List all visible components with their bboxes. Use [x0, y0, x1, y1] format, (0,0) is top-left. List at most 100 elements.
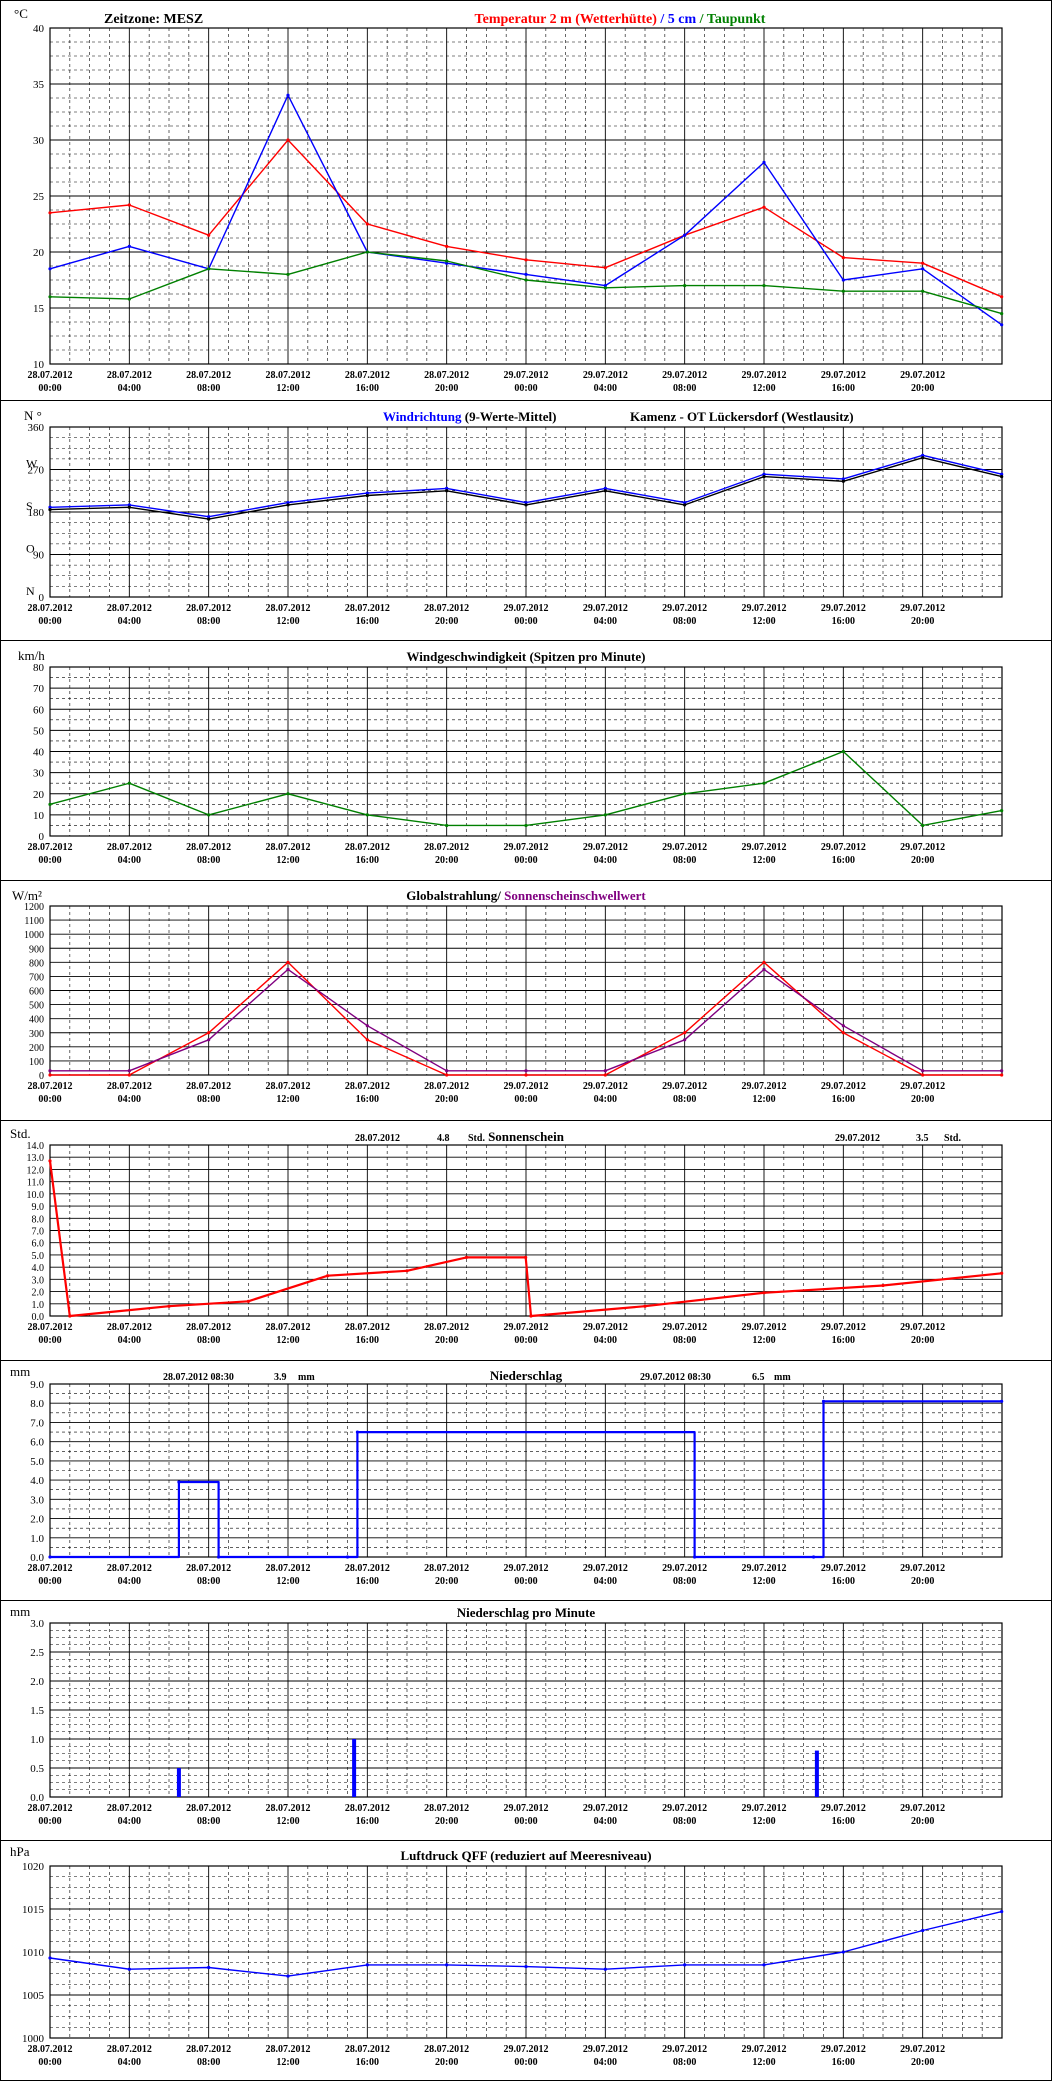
x-tick-date: 28.07.2012 — [345, 603, 390, 614]
x-tick-date: 29.07.2012 — [900, 1803, 945, 1814]
x-tick-date: 28.07.2012 — [345, 2044, 390, 2055]
series-point — [921, 261, 925, 265]
x-tick-date: 29.07.2012 — [583, 603, 628, 614]
y-tick-label: 0.5 — [30, 1763, 44, 1775]
series-point — [683, 500, 687, 505]
x-tick-date: 28.07.2012 — [266, 842, 311, 853]
x-tick-time: 04:00 — [594, 2057, 617, 2068]
x-tick-date: 28.07.2012 — [28, 842, 73, 853]
x-tick-time: 20:00 — [911, 1335, 934, 1346]
y-tick-label: 20 — [33, 789, 45, 801]
x-tick-time: 16:00 — [356, 616, 379, 627]
x-tick-time: 04:00 — [594, 1576, 617, 1587]
x-tick-date: 28.07.2012 — [266, 1081, 311, 1092]
series-point — [1000, 1909, 1004, 1914]
series-point — [683, 1031, 687, 1035]
x-tick-time: 16:00 — [356, 1094, 379, 1105]
compass-label: O — [26, 542, 35, 556]
x-tick-date: 28.07.2012 — [28, 1563, 73, 1574]
x-tick-date: 28.07.2012 — [107, 1322, 152, 1333]
series-point — [445, 486, 449, 490]
x-tick-time: 20:00 — [911, 1576, 934, 1587]
series-point — [603, 813, 607, 817]
series-point — [524, 272, 528, 276]
x-tick-date: 29.07.2012 — [662, 842, 707, 853]
series-point — [207, 267, 211, 271]
series-point — [445, 244, 449, 248]
series-point — [643, 1304, 647, 1308]
x-tick-date: 29.07.2012 — [504, 2044, 549, 2055]
series-point — [841, 256, 845, 260]
series-point — [524, 500, 528, 505]
y-tick-label: 360 — [28, 422, 45, 434]
x-tick-time: 16:00 — [832, 1816, 855, 1827]
header-unit: mm — [298, 1372, 315, 1383]
header-value: 4.8 — [437, 1133, 450, 1144]
x-tick-date: 28.07.2012 — [28, 1081, 73, 1092]
series-point — [286, 967, 290, 971]
series-point — [1000, 474, 1004, 479]
chart-title: Temperatur 2 m (Wetterhütte) / 5 cm / Ta… — [475, 12, 766, 27]
y-tick-label: 15 — [33, 303, 45, 315]
series-point — [921, 453, 925, 457]
x-tick-time: 00:00 — [514, 1576, 537, 1587]
x-tick-time: 16:00 — [832, 1576, 855, 1587]
x-tick-time: 00:00 — [514, 855, 537, 866]
x-tick-time: 04:00 — [118, 1094, 141, 1105]
compass-label: W — [26, 457, 38, 471]
x-tick-time: 00:00 — [38, 1816, 61, 1827]
x-tick-time: 00:00 — [38, 2057, 61, 2068]
x-tick-time: 00:00 — [38, 1335, 61, 1346]
y-tick-label: 30 — [33, 768, 45, 780]
x-tick-date: 28.07.2012 — [107, 1081, 152, 1092]
x-tick-date: 29.07.2012 — [742, 842, 787, 853]
series-point — [603, 286, 607, 290]
unit-label: km/h — [18, 648, 45, 663]
bar-mark — [814, 1750, 819, 1797]
x-tick-date: 29.07.2012 — [504, 603, 549, 614]
x-tick-date: 28.07.2012 — [424, 1803, 469, 1814]
x-tick-date: 29.07.2012 — [900, 1563, 945, 1574]
x-tick-date: 29.07.2012 — [583, 1322, 628, 1333]
series-point — [841, 289, 845, 293]
series-point — [207, 233, 211, 237]
y-tick-label: 7.0 — [32, 1227, 45, 1238]
series-point — [365, 1038, 369, 1042]
y-tick-label: 8.0 — [30, 1398, 44, 1410]
bar-mark — [176, 1768, 181, 1797]
y-tick-label: 0.0 — [32, 1312, 45, 1323]
series-point — [326, 1274, 330, 1278]
panel-precip_min: 0.0 0.5 1.0 1.5 2.0 2.5 3.0mm Niederschlag pro … — [0, 1600, 1052, 1827]
plot-border — [49, 1622, 1003, 1798]
title-part: Niederschlag — [490, 1368, 563, 1383]
header-date: 28.07.2012 08:30 — [163, 1372, 234, 1383]
series-point — [603, 284, 607, 288]
series-point — [762, 781, 766, 785]
series-point — [683, 1963, 687, 1967]
series-point — [177, 1480, 181, 1484]
y-tick-label: 1.5 — [30, 1705, 44, 1717]
series-point — [762, 472, 766, 476]
x-tick-date: 29.07.2012 — [742, 1803, 787, 1814]
x-tick-date: 29.07.2012 — [821, 1081, 866, 1092]
x-tick-time: 12:00 — [752, 1094, 775, 1105]
series-point — [127, 781, 131, 785]
title-part: Windgeschwindigkeit (Spitzen pro Minute) — [407, 649, 646, 664]
x-tick-date: 29.07.2012 — [662, 370, 707, 381]
y-tick-label: 700 — [29, 972, 44, 983]
x-tick-date: 29.07.2012 — [742, 370, 787, 381]
series-point — [603, 489, 607, 493]
series-point — [345, 1555, 350, 1559]
x-tick-time: 08:00 — [673, 1335, 696, 1346]
series-point — [841, 278, 845, 282]
x-tick-date: 29.07.2012 — [662, 2044, 707, 2055]
chart-title: Windrichtung (9-Werte-Mittel) — [383, 409, 556, 424]
unit-label: N ° — [24, 408, 42, 423]
x-tick-time: 16:00 — [832, 1094, 855, 1105]
series-point — [821, 1399, 826, 1403]
series-point — [48, 1159, 52, 1163]
plot-border — [49, 1144, 1003, 1317]
y-tick-label: 500 — [29, 1001, 44, 1012]
x-tick-time: 20:00 — [911, 1094, 934, 1105]
